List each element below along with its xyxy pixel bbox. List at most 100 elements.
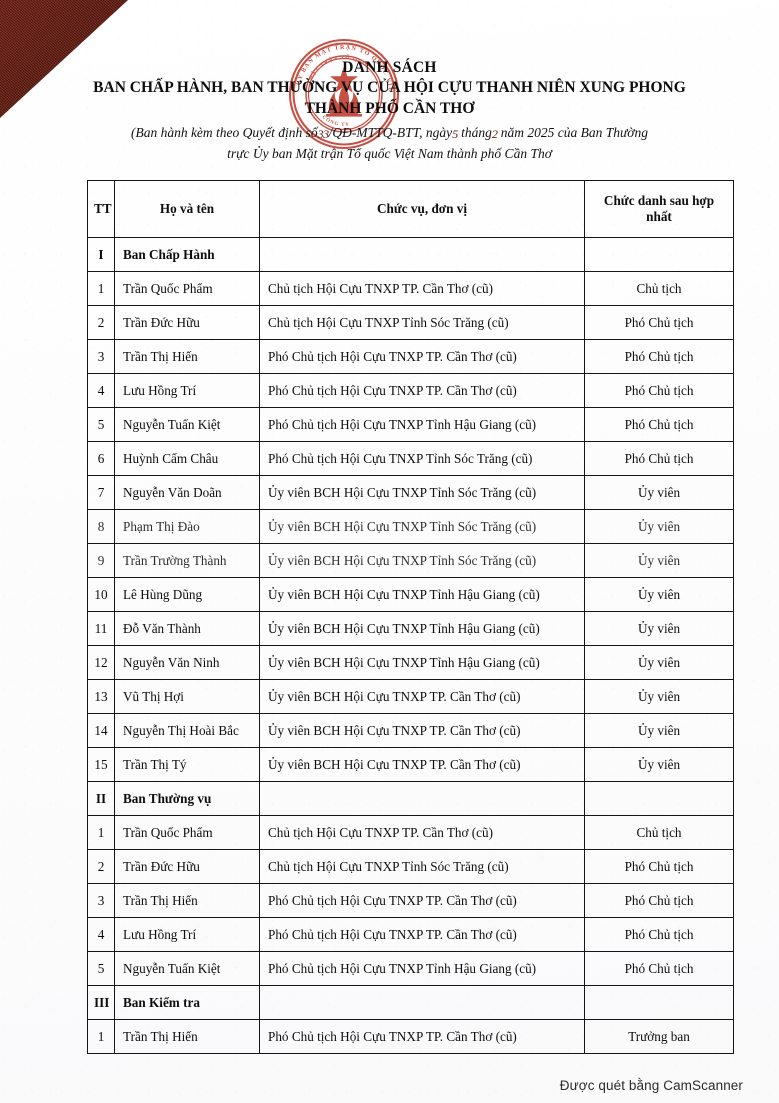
cell-position: Phó Chủ tịch Hội Cựu TNXP Tỉnh Hậu Giang… xyxy=(259,951,585,986)
cell-tt: I xyxy=(87,237,115,272)
cell-name: Trần Thị Hiến xyxy=(114,883,260,918)
cell-name: Lê Hùng Dũng xyxy=(114,577,260,612)
cell-name: Nguyễn Thị Hoài Bắc xyxy=(114,713,260,748)
table-row: 1 Trần Quốc Phẩm Chủ tịch Hội Cựu TNXP TP.… xyxy=(87,271,734,306)
cell-position: Phó Chủ tịch Hội Cựu TNXP TP. Cần Thơ (c… xyxy=(259,1019,585,1054)
cell-new-title: Chủ tịch xyxy=(584,815,734,850)
cell-tt: 12 xyxy=(87,645,115,680)
cell-position: Ủy viên BCH Hội Cựu TNXP Tỉnh Sóc Trăng … xyxy=(259,509,585,544)
cell-name: Trần Quốc Phẩm xyxy=(114,271,260,306)
cell-tt: 14 xyxy=(87,713,115,748)
cell-position: Phó Chủ tịch Hội Cựu TNXP TP. Cần Thơ (c… xyxy=(259,339,585,374)
cell-new-title: Ủy viên xyxy=(584,611,734,646)
cell-new-title: Phó Chủ tịch xyxy=(584,305,734,340)
cell-tt: 8 xyxy=(87,509,115,544)
cell-name: Ban Thường vụ xyxy=(114,781,260,816)
table-row: 4 Lưu Hồng Trí Phó Chủ tịch Hội Cựu TNXP T… xyxy=(87,373,734,408)
cell-name: Ban Chấp Hành xyxy=(114,237,260,272)
cell-name: Trần Đức Hữu xyxy=(114,849,260,884)
cell-tt: 3 xyxy=(87,883,115,918)
doc-subtitle: (Ban hành kèm theo Quyết định số33/QĐ-MT… xyxy=(0,123,779,163)
table-row: 3 Trần Thị Hiến Phó Chủ tịch Hội Cựu TNXP … xyxy=(87,339,734,374)
handwritten-day: 5 xyxy=(452,127,458,142)
cell-tt: 1 xyxy=(87,271,115,306)
cell-name: Nguyễn Tuấn Kiệt xyxy=(114,407,260,442)
cell-position: Ủy viên BCH Hội Cựu TNXP Tỉnh Hậu Giang … xyxy=(259,611,585,646)
cell-name: Trần Thị Tý xyxy=(114,747,260,782)
table-section-row: II Ban Thường vụ xyxy=(87,781,734,816)
table-row: 12 Nguyễn Văn Ninh Ủy viên BCH Hội Cựu TNX… xyxy=(87,645,734,680)
table-row: 1 Trần Thị Hiến Phó Chủ tịch Hội Cựu TNXP … xyxy=(87,1019,734,1054)
cell-name: Trần Trường Thành xyxy=(114,543,260,578)
roster-table: TT Họ và tên Chức vụ, đơn vị Chức danh s… xyxy=(87,180,734,1054)
cell-position: Chủ tịch Hội Cựu TNXP TP. Cần Thơ (cũ) xyxy=(259,271,585,306)
cell-tt: 4 xyxy=(87,373,115,408)
handwritten-decision-number: 33 xyxy=(317,127,330,142)
cell-tt: 5 xyxy=(87,407,115,442)
subtitle-part1: (Ban hành kèm theo Quyết định số xyxy=(130,125,318,141)
cell-name: Nguyễn Tuấn Kiệt xyxy=(114,951,260,986)
cell-tt: 2 xyxy=(87,849,115,884)
cell-new-title: Ủy viên xyxy=(584,543,734,578)
cell-name: Vũ Thị Hợi xyxy=(114,679,260,714)
cell-new-title: Trưởng ban xyxy=(584,1019,734,1054)
cell-tt: 4 xyxy=(87,917,115,952)
col-header-name: Họ và tên xyxy=(114,180,260,238)
table-row: 3 Trần Thị Hiến Phó Chủ tịch Hội Cựu TNXP … xyxy=(87,883,734,918)
roster-table-wrapper: TT Họ và tên Chức vụ, đơn vị Chức danh s… xyxy=(87,180,734,1054)
cell-position: Phó Chủ tịch Hội Cựu TNXP TP. Cần Thơ (c… xyxy=(259,883,585,918)
table-row: 9 Trần Trường Thành Ủy viên BCH Hội Cựu TN… xyxy=(87,543,734,578)
cell-new-title: Ủy viên xyxy=(584,509,734,544)
cell-tt: 9 xyxy=(87,543,115,578)
cell-tt: III xyxy=(87,985,115,1020)
table-row: 6 Huỳnh Cẩm Châu Phó Chủ tịch Hội Cựu TNXP… xyxy=(87,441,734,476)
table-row: 10 Lê Hùng Dũng Ủy viên BCH Hội Cựu TNXP T… xyxy=(87,577,734,612)
cell-new-title: Chủ tịch xyxy=(584,271,734,306)
cell-tt: 5 xyxy=(87,951,115,986)
table-row: 13 Vũ Thị Hợi Ủy viên BCH Hội Cựu TNXP TP.… xyxy=(87,679,734,714)
subtitle-part3: tháng xyxy=(461,125,492,141)
cell-name: Nguyễn Văn Ninh xyxy=(114,645,260,680)
col-header-new-title: Chức danh sau hợp nhất xyxy=(584,180,734,238)
cell-tt: 10 xyxy=(87,577,115,612)
cell-name: Ban Kiểm tra xyxy=(114,985,260,1020)
cell-tt: 11 xyxy=(87,611,115,646)
cell-position: Ủy viên BCH Hội Cựu TNXP Tỉnh Hậu Giang … xyxy=(259,577,585,612)
cell-tt: 2 xyxy=(87,305,115,340)
table-row: 8 Phạm Thị Đào Ủy viên BCH Hội Cựu TNXP Tỉ… xyxy=(87,509,734,544)
cell-tt: 7 xyxy=(87,475,115,510)
table-row: 7 Nguyễn Văn Doãn Ủy viên BCH Hội Cựu TNXP… xyxy=(87,475,734,510)
table-row: 2 Trần Đức Hữu Chủ tịch Hội Cựu TNXP Tỉnh … xyxy=(87,305,734,340)
doc-title-line3: THÀNH PHỐ CẦN THƠ xyxy=(304,99,475,117)
cell-new-title: Ủy viên xyxy=(584,645,734,680)
cell-name: Đỗ Văn Thành xyxy=(114,611,260,646)
cell-position: Phó Chủ tịch Hội Cựu TNXP TP. Cần Thơ (c… xyxy=(259,373,585,408)
scanner-credit: Được quét bằng CamScanner xyxy=(559,1078,743,1093)
cell-position: Phó Chủ tịch Hội Cựu TNXP TP. Cần Thơ (c… xyxy=(259,917,585,952)
cell-name: Trần Thị Hiến xyxy=(114,1019,260,1054)
table-row: 15 Trần Thị Tý Ủy viên BCH Hội Cựu TNXP TP… xyxy=(87,747,734,782)
cell-new-title: Ủy viên xyxy=(584,679,734,714)
roster-table-body: I Ban Chấp Hành 1 Trần Quốc Phẩm Chủ tịch Hộ… xyxy=(87,237,734,1054)
cell-name: Nguyễn Văn Doãn xyxy=(114,475,260,510)
table-section-row: III Ban Kiểm tra xyxy=(87,985,734,1020)
cell-new-title: Phó Chủ tịch xyxy=(584,339,734,374)
col-header-position: Chức vụ, đơn vị xyxy=(259,180,585,238)
cell-tt: 13 xyxy=(87,679,115,714)
cell-tt: 1 xyxy=(87,815,115,850)
handwritten-month: 2 xyxy=(491,127,498,142)
cell-tt: 1 xyxy=(87,1019,115,1054)
cell-new-title: Phó Chủ tịch xyxy=(584,883,734,918)
cell-new-title: Phó Chủ tịch xyxy=(584,917,734,952)
cell-position xyxy=(259,237,585,272)
cell-new-title: Phó Chủ tịch xyxy=(584,849,734,884)
cell-new-title: Ủy viên xyxy=(584,747,734,782)
subtitle-part2: /QĐ-MTTQ-BTT, ngày xyxy=(328,125,453,141)
cell-new-title xyxy=(584,237,734,272)
table-row: 2 Trần Đức Hữu Chủ tịch Hội Cựu TNXP Tỉnh … xyxy=(87,849,734,884)
table-row: 5 Nguyễn Tuấn Kiệt Phó Chủ tịch Hội Cựu TN… xyxy=(87,407,734,442)
cell-position: Chủ tịch Hội Cựu TNXP TP. Cần Thơ (cũ) xyxy=(259,815,585,850)
cell-name: Lưu Hồng Trí xyxy=(114,373,260,408)
cell-new-title: Ủy viên xyxy=(584,713,734,748)
